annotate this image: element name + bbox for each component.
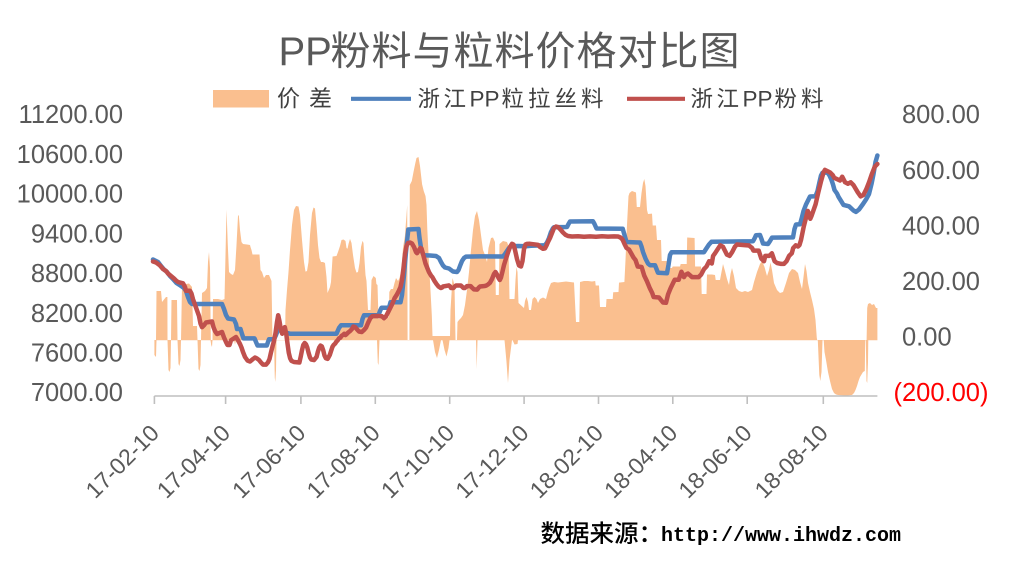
svg-text:PP: PP [470, 87, 500, 112]
svg-text:http://www.ihwdz.com: http://www.ihwdz.com [661, 525, 901, 548]
svg-text:600.00: 600.00 [902, 157, 980, 185]
svg-text:400.00: 400.00 [902, 212, 980, 240]
svg-text:0.00: 0.00 [902, 324, 952, 352]
svg-text:11200.00: 11200.00 [19, 101, 123, 129]
svg-text:8800.00: 8800.00 [31, 260, 123, 288]
svg-text:PP: PP [743, 87, 773, 112]
svg-text:8200.00: 8200.00 [31, 300, 123, 328]
svg-text:7000.00: 7000.00 [31, 379, 123, 407]
svg-text:9400.00: 9400.00 [31, 220, 123, 248]
svg-text:200.00: 200.00 [902, 268, 980, 296]
svg-text:10600.00: 10600.00 [17, 141, 123, 169]
svg-text:(200.00): (200.00) [894, 379, 989, 407]
svg-text:10000.00: 10000.00 [17, 181, 123, 209]
svg-text:800.00: 800.00 [902, 101, 980, 129]
svg-text:PP: PP [279, 30, 332, 74]
svg-text:7600.00: 7600.00 [31, 340, 123, 368]
